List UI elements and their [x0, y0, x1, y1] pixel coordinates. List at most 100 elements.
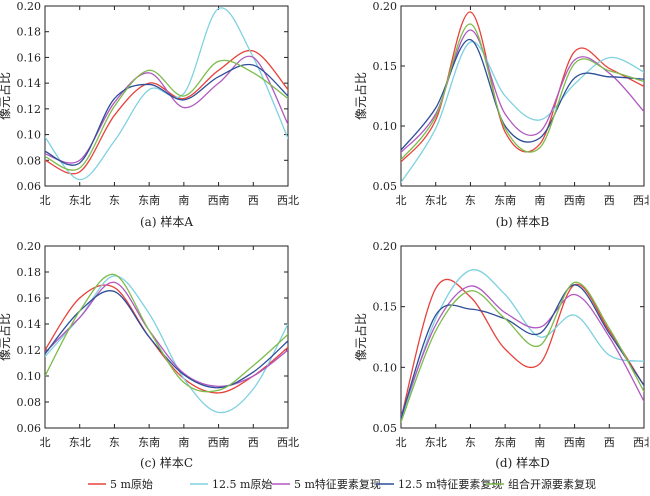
legend-item-s125_orig: 12.5 m原始: [190, 477, 272, 491]
x-tick-label: 南: [178, 436, 189, 449]
series-group: [45, 273, 288, 414]
legend-item-combo: 组合开源要素复现: [486, 477, 596, 491]
series-group: [45, 7, 288, 181]
x-tick-label: 北: [40, 436, 51, 449]
y-tick-label: 0.10: [373, 361, 398, 374]
panel-a: 0.06 0.08 0.10 0.12 0.14 0.16 0.18 0.20 北 东北 东 东南 南 西…: [0, 0, 299, 229]
series-line-combo: [401, 23, 644, 161]
y-tick-label: 0.12: [17, 344, 42, 357]
series-line-s125_orig: [401, 41, 644, 184]
y-tick-label: 0.15: [373, 301, 398, 314]
series-line-s125_feat: [45, 290, 288, 389]
legend-item-s5_orig: 5 m原始: [88, 477, 153, 491]
legend-label: 组合开源要素复现: [508, 477, 596, 491]
panel-d: 0.05 0.10 0.15 0.20 北 东北 东 东南 南 西南 西 西北 像元占比 (d) 样本D: [353, 240, 650, 470]
panel-caption: (a) 样本A: [140, 214, 193, 229]
x-tick-label: 东北: [425, 194, 447, 207]
series-line-s5_orig: [401, 11, 644, 163]
series-line-s5_orig: [401, 278, 644, 419]
x-tick-label: 东南: [494, 436, 516, 449]
y-axis-label: 像元占比: [353, 72, 368, 120]
legend-label: 12.5 m特征要素复现: [398, 477, 502, 491]
y-tick-label: 0.14: [17, 77, 42, 90]
x-tick-label: 东: [465, 436, 476, 449]
series-line-s5_orig: [45, 49, 288, 175]
legend-label: 5 m特征要素复现: [294, 477, 381, 491]
panel-caption: (c) 样本C: [140, 455, 193, 470]
series-line-s125_feat: [45, 63, 288, 166]
x-tick-label: 西: [604, 436, 615, 449]
x-tick-label: 东: [109, 194, 120, 207]
x-tick-label: 西南: [564, 436, 586, 449]
plot-frame: [400, 5, 645, 187]
series-line-combo: [45, 59, 288, 171]
y-axis-label: 像元占比: [0, 313, 12, 361]
x-tick-label: 东北: [69, 436, 91, 449]
series-line-s125_feat: [401, 38, 644, 151]
x-tick-label: 西: [248, 194, 259, 207]
x-tick-label: 西北: [633, 436, 650, 449]
series-line-s125_orig: [45, 7, 288, 181]
y-tick-label: 0.05: [373, 180, 398, 193]
y-tick-label: 0.10: [17, 370, 42, 383]
series-line-combo: [401, 281, 644, 423]
x-tick-label: 西南: [564, 194, 586, 207]
x-tick-label: 东南: [494, 194, 516, 207]
panel-caption: (d) 样本D: [495, 455, 549, 470]
y-tick-label: 0.14: [17, 318, 42, 331]
x-tick-label: 南: [534, 436, 545, 449]
x-tick-label: 西北: [277, 194, 299, 207]
legend: 5 m原始 12.5 m原始 5 m特征要素复现 12.5 m特征要素复现 组合开源要素…: [88, 477, 596, 491]
y-axis-label: 像元占比: [353, 313, 368, 361]
legend-item-s5_feat: 5 m特征要素复现: [272, 477, 381, 491]
series-line-s5_feat: [45, 281, 288, 388]
y-tick-label: 0.08: [17, 396, 42, 409]
series-line-s5_feat: [45, 55, 288, 164]
panel-caption: (b) 样本B: [496, 214, 550, 229]
series-line-s125_feat: [401, 284, 644, 419]
x-tick-label: 北: [396, 436, 407, 449]
x-tick-label: 西北: [277, 436, 299, 449]
y-tick-label: 0.20: [17, 240, 42, 253]
y-tick-label: 0.06: [17, 180, 42, 193]
legend-item-s125_feat: 12.5 m特征要素复现: [376, 477, 502, 491]
x-tick-label: 东北: [425, 436, 447, 449]
series-line-s125_orig: [401, 269, 644, 423]
y-tick-label: 0.18: [17, 266, 42, 279]
x-tick-label: 北: [40, 194, 51, 207]
x-tick-label: 东南: [138, 436, 160, 449]
y-tick-label: 0.20: [373, 0, 398, 13]
x-tick-label: 东: [465, 194, 476, 207]
y-tick-label: 0.16: [17, 292, 42, 305]
x-tick-label: 南: [534, 194, 545, 207]
x-tick-label: 西南: [208, 194, 230, 207]
panel-c: 0.06 0.08 0.10 0.12 0.14 0.16 0.18 0.20 北 东北 东 东南 南 西…: [0, 240, 299, 470]
series-group: [401, 269, 644, 423]
x-tick-label: 北: [396, 194, 407, 207]
x-tick-label: 西: [248, 436, 259, 449]
y-tick-label: 0.10: [373, 120, 398, 133]
y-tick-label: 0.06: [17, 422, 42, 435]
series-line-s5_feat: [401, 285, 644, 417]
legend-label: 5 m原始: [110, 477, 153, 491]
panels: 0.060.080.100.120.140.160.180.20北 东北东东南南西…: [0, 0, 650, 470]
x-tick-label: 东: [109, 436, 120, 449]
x-tick-label: 西: [604, 194, 615, 207]
y-tick-label: 0.20: [17, 0, 42, 13]
series-group: [401, 11, 644, 184]
x-tick-label: 南: [178, 194, 189, 207]
y-tick-label: 0.05: [373, 422, 398, 435]
plot-frame: [44, 245, 289, 429]
y-tick-label: 0.08: [17, 154, 42, 167]
series-line-s5_feat: [401, 29, 644, 154]
plot-frame: [400, 245, 645, 429]
legend-label: 12.5 m原始: [212, 477, 272, 491]
y-tick-label: 0.18: [17, 26, 42, 39]
y-tick-label: 0.15: [373, 60, 398, 73]
y-tick-label: 0.20: [373, 240, 398, 253]
x-tick-label: 西北: [633, 194, 650, 207]
panel-b: 0.05 0.10 0.15 0.20 北 东北 东 东南 南 西南 西 西北 像元占比 (b) 样本B: [353, 0, 650, 229]
y-axis-label: 像元占比: [0, 72, 12, 120]
y-tick-label: 0.12: [17, 103, 42, 116]
